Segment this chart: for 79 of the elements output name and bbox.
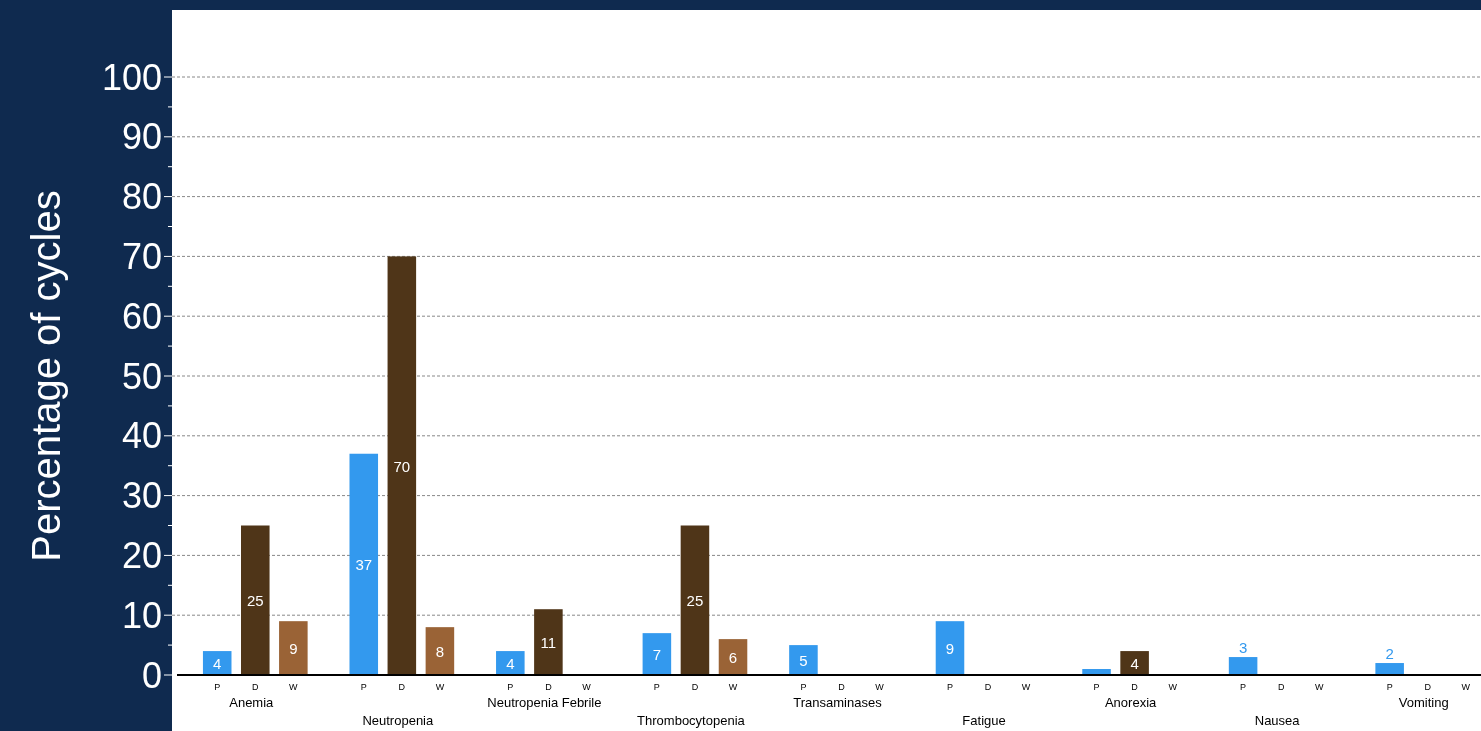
y-tick-label: 100 [101, 56, 162, 98]
text: P [946, 682, 953, 692]
x-tick-label: Neutropenia Febrile [487, 695, 602, 710]
text: D [398, 682, 406, 692]
bar [1375, 663, 1404, 675]
series-label: P [214, 682, 221, 692]
data-label: 25 [246, 592, 264, 610]
data-label: 6 [728, 649, 738, 667]
data-label: 3 [1238, 639, 1248, 657]
data-label: 25 [686, 592, 704, 610]
bar [496, 651, 525, 675]
data-label: 11 [540, 634, 557, 652]
data-label: 7 [652, 646, 662, 664]
bar [789, 645, 818, 675]
x-tick-label: Anemia [229, 695, 275, 710]
data-label: 4 [213, 655, 222, 673]
text: W [582, 682, 591, 692]
bar [349, 453, 379, 675]
bar [935, 621, 965, 675]
bar [425, 627, 455, 675]
y-tick-label: 30 [121, 475, 162, 517]
text: P [360, 682, 367, 692]
text: W [1168, 682, 1177, 692]
y-tick-label: 70 [121, 236, 162, 277]
data-label: 37 [355, 556, 373, 574]
x-tick-label: Nausea [1254, 713, 1301, 728]
x-tick-label: Transaminases [793, 695, 883, 710]
data-label: 5 [799, 652, 808, 670]
x-tick-label: Vomiting [1398, 695, 1449, 710]
text: W [1461, 682, 1471, 692]
text: D [545, 682, 552, 692]
text: W [1021, 682, 1031, 692]
y-tick-label: 50 [121, 355, 162, 397]
data-label: 4 [1130, 655, 1139, 673]
text: P [1386, 682, 1393, 692]
text: D [691, 682, 699, 692]
data-label: 2 [1385, 645, 1394, 663]
bar [1228, 657, 1258, 675]
text: D [984, 682, 992, 692]
bar [680, 525, 710, 675]
text: W [435, 682, 445, 692]
text: D [1131, 682, 1138, 692]
y-tick-label: 90 [121, 116, 162, 158]
x-tick-label: Fatigue [962, 713, 1006, 728]
text: P [653, 682, 660, 692]
bar [718, 639, 748, 675]
text: D [838, 682, 845, 692]
y-tick-label: 80 [121, 176, 162, 218]
bar [1120, 651, 1149, 675]
bar [387, 256, 417, 675]
bar [279, 621, 308, 675]
y-tick-label: 20 [121, 535, 162, 576]
bar [534, 609, 563, 675]
bar [241, 525, 270, 675]
data-label: 9 [945, 640, 955, 658]
bar [642, 633, 672, 675]
x-tick-label: Anorexia [1104, 695, 1158, 710]
series-label: D [252, 682, 260, 692]
data-label: 9 [289, 640, 298, 658]
text: P [1093, 682, 1100, 692]
y-tick-label: 40 [121, 415, 162, 457]
text: W [875, 682, 884, 692]
x-tick-label: Neutropenia [362, 713, 435, 728]
text: D [1277, 682, 1285, 692]
x-tick-label: Thrombocytopenia [637, 713, 746, 728]
text: W [728, 682, 738, 692]
text: P [1240, 682, 1247, 692]
y-tick-label: 60 [121, 295, 162, 337]
y-tick-label: 0 [141, 654, 162, 696]
data-label: 70 [393, 457, 411, 475]
y-tick-label: 10 [121, 594, 162, 636]
data-label: 8 [435, 643, 445, 661]
text: D [1424, 682, 1431, 692]
y-axis-title: Percentage of cycles [24, 190, 68, 562]
data-label: 4 [506, 655, 515, 673]
series-label: W [289, 682, 299, 692]
text: P [507, 682, 514, 692]
text: P [800, 682, 807, 692]
text: W [1314, 682, 1324, 692]
